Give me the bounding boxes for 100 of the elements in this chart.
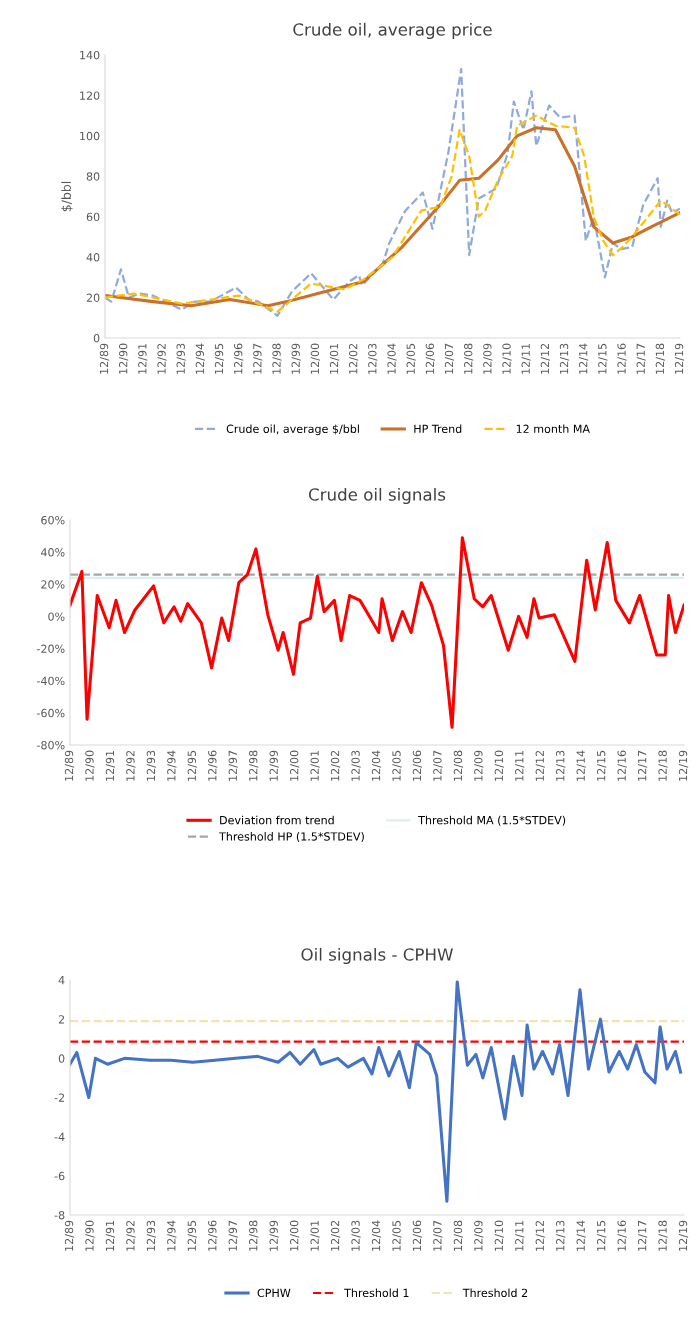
- x-tick-label: 12/97: [228, 1220, 238, 1251]
- x-tick-label: 12/93: [146, 750, 156, 781]
- x-tick-label: 12/89: [64, 1220, 75, 1251]
- x-tick-label: 12/16: [617, 343, 627, 374]
- x-tick-label: 12/03: [351, 750, 361, 781]
- x-tick-label: 12/03: [368, 343, 378, 374]
- y-tick-label: -40%: [36, 676, 65, 686]
- x-tick-label: 12/02: [330, 750, 341, 781]
- x-tick-label: 12/01: [310, 750, 320, 781]
- x-tick-label: 12/10: [494, 1220, 504, 1251]
- x-tick-label: 12/10: [502, 343, 512, 374]
- x-tick-label: 12/89: [99, 343, 110, 374]
- legend-label: Crude oil, average $/bbl: [226, 424, 359, 436]
- x-tick-label: 12/01: [329, 343, 340, 374]
- y-axis-title: $/bbl: [61, 181, 73, 212]
- legend-label: CPHW: [257, 1288, 291, 1298]
- x-tick-label: 12/07: [433, 750, 443, 781]
- y-tick-label: -4: [54, 1132, 65, 1141]
- x-tick-label: 12/06: [412, 750, 423, 781]
- x-tick-label: 12/15: [596, 750, 607, 781]
- x-tick-label: 12/97: [228, 750, 238, 781]
- x-tick-label: 12/96: [234, 343, 244, 374]
- chart-title: Oil signals - CPHW: [301, 947, 453, 965]
- y-tick-label: 80: [86, 172, 100, 181]
- y-tick-label: 0: [58, 1054, 65, 1063]
- x-tick-label: 12/96: [208, 1220, 218, 1251]
- line-series: [70, 536, 684, 729]
- y-tick-label: 60%: [41, 515, 65, 525]
- y-tick-label: -60%: [36, 708, 65, 718]
- x-tick-label: 12/08: [464, 343, 474, 374]
- x-tick-label: 12/09: [474, 750, 484, 781]
- x-tick-label: 12/98: [249, 750, 259, 781]
- x-tick-label: 12/12: [535, 1220, 545, 1251]
- x-tick-label: 12/99: [269, 750, 279, 781]
- x-tick-label: 12/93: [176, 343, 186, 374]
- x-tick-label: 12/99: [269, 1220, 279, 1251]
- x-tick-label: 12/95: [187, 750, 197, 781]
- x-tick-label: 12/99: [291, 343, 301, 374]
- legend-label: Threshold HP (1.5*STDEV): [219, 832, 364, 842]
- x-tick-label: 12/94: [167, 750, 177, 781]
- x-tick-label: 12/13: [556, 1220, 566, 1251]
- x-tick-label: 12/18: [658, 1220, 668, 1251]
- legend-label: Threshold 1: [344, 1288, 409, 1298]
- x-tick-label: 12/18: [658, 750, 668, 781]
- x-tick-label: 12/07: [433, 1220, 443, 1251]
- x-tick-label: 12/04: [387, 343, 397, 374]
- y-tick-label: 4: [58, 976, 65, 985]
- x-tick-label: 12/95: [214, 343, 225, 374]
- x-tick-label: 12/90: [85, 750, 95, 781]
- x-tick-label: 12/08: [453, 1220, 463, 1251]
- x-tick-label: 12/09: [483, 343, 493, 374]
- x-tick-label: 12/17: [637, 750, 648, 781]
- chart-title: Crude oil signals: [308, 487, 446, 505]
- y-tick-label: -8: [54, 1210, 65, 1220]
- x-tick-label: 12/93: [146, 1220, 156, 1251]
- x-tick-label: 12/98: [272, 343, 282, 374]
- x-tick-label: 12/05: [392, 750, 402, 781]
- x-tick-label: 12/12: [540, 343, 550, 374]
- x-tick-label: 12/05: [392, 1220, 402, 1251]
- x-tick-label: 12/96: [208, 750, 218, 781]
- x-tick-label: 12/89: [64, 750, 75, 781]
- x-tick-label: 12/08: [453, 750, 463, 781]
- x-tick-label: 12/06: [412, 1220, 423, 1251]
- x-tick-label: 12/05: [406, 343, 416, 374]
- x-tick-label: 12/04: [371, 1220, 382, 1251]
- y-tick-label: -80%: [36, 740, 65, 750]
- x-tick-label: 12/98: [249, 1220, 259, 1251]
- x-tick-label: 12/90: [118, 343, 129, 374]
- y-tick-label: -2: [54, 1093, 65, 1102]
- y-tick-label: 0: [93, 333, 100, 343]
- x-tick-label: 12/94: [167, 1220, 177, 1251]
- x-tick-label: 12/10: [494, 750, 504, 781]
- x-tick-label: 12/91: [105, 750, 115, 781]
- x-tick-label: 12/92: [157, 343, 167, 374]
- line-series: [70, 980, 683, 1203]
- x-tick-label: 12/15: [598, 343, 608, 374]
- x-tick-label: 12/15: [596, 1220, 607, 1251]
- x-tick-label: 12/00: [289, 1220, 300, 1251]
- x-tick-label: 12/97: [253, 343, 263, 374]
- x-tick-label: 12/14: [578, 343, 589, 374]
- x-tick-label: 12/11: [515, 1220, 525, 1251]
- x-tick-label: 12/91: [138, 343, 148, 374]
- x-tick-label: 12/07: [444, 343, 455, 374]
- x-tick-label: 12/95: [187, 1220, 197, 1251]
- x-tick-label: 12/19: [678, 750, 689, 781]
- x-tick-label: 12/00: [289, 750, 300, 781]
- x-tick-label: 12/02: [330, 1220, 341, 1251]
- y-tick-label: 120: [80, 91, 100, 100]
- y-tick-label: -20%: [36, 644, 65, 653]
- x-tick-label: 12/17: [637, 1220, 648, 1251]
- chart-title: Crude oil, average price: [293, 22, 492, 40]
- x-tick-label: 12/11: [515, 750, 525, 781]
- x-tick-label: 12/92: [126, 1220, 136, 1251]
- x-tick-label: 12/91: [105, 1220, 115, 1251]
- y-tick-label: 20%: [41, 580, 65, 589]
- x-tick-label: 12/16: [617, 1220, 627, 1251]
- x-tick-label: 12/13: [559, 343, 570, 374]
- x-tick-label: 12/06: [425, 343, 435, 374]
- x-tick-label: 12/09: [474, 1220, 484, 1251]
- x-tick-label: 12/04: [371, 750, 382, 781]
